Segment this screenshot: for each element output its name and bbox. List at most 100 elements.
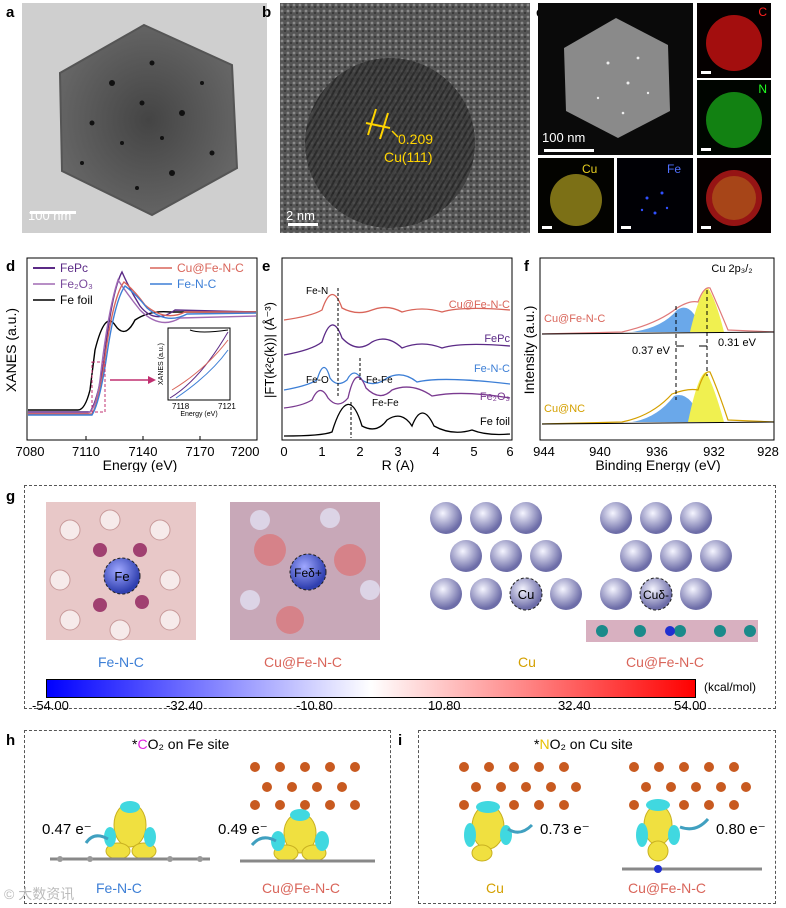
charge-i-left: 0.73 e⁻: [540, 821, 590, 838]
annot-e-fefe1: Fe-Fe: [366, 375, 393, 386]
legend-d-fe2o3: Fe₂O₃: [60, 277, 93, 291]
series-e-fefoil: Fe foil: [480, 416, 510, 428]
xlabel-d: Energy (eV): [103, 457, 178, 472]
xtick-f-0: 944: [533, 444, 555, 459]
eds-map-cu: Cu: [538, 158, 614, 233]
panel-h-title: *CO₂ on Fe site: [132, 736, 229, 752]
panel-g-structures: Fe Feδ+ Cu Cuδ-: [46, 502, 758, 642]
inset-ylabel-d: XANES (a.u.): [158, 343, 165, 385]
caption-g-cufenc2: Cu@Fe-N-C: [626, 654, 704, 670]
haadf-image: 100 nm: [538, 3, 693, 155]
panel-i-title-star: *: [534, 736, 540, 752]
d-spacing-label: 0.209: [398, 131, 434, 147]
scale-bar-b: 2 nm: [286, 208, 315, 223]
xtick-e-4: 4: [432, 444, 439, 459]
plane-label: Cu(111): [384, 149, 433, 165]
panel-label-i: i: [398, 732, 403, 749]
tem-image-a: 100 nm: [22, 3, 267, 233]
panel-g-frame: [24, 485, 776, 709]
xtick-d-0: 7080: [16, 444, 45, 459]
panel-i-structures: [459, 762, 762, 873]
panel-i-title: *NO₂ on Cu site: [534, 736, 633, 752]
chart-f: Intensity (a.u.) Cu 2p₃/₂ 944 940 936 93…: [522, 257, 779, 472]
panel-h-title-c: C: [137, 736, 148, 752]
map-label-c: C: [758, 5, 767, 19]
scale-bar-c: 100 nm: [542, 130, 586, 145]
ylabel-e: |FT(k²c(k))| (Å⁻³): [262, 302, 277, 398]
panel-h-title-rest: O₂ on Fe site: [147, 736, 230, 752]
atom-label-cud: Cuδ-: [643, 588, 669, 602]
caption-g-cufenc1: Cu@Fe-N-C: [264, 654, 342, 670]
xtick-e-2: 2: [356, 444, 363, 459]
panel-label-a: a: [6, 4, 15, 21]
caption-h-cufenc: Cu@Fe-N-C: [262, 880, 340, 896]
colorbar-tick-1: -32.40: [166, 698, 203, 713]
map-label-fe: Fe: [667, 162, 682, 176]
panel-h-structures: [50, 762, 375, 863]
panel-label-h: h: [6, 732, 16, 749]
hrtem-image-b: 0.209 Cu(111) 2 nm: [280, 3, 530, 233]
eds-map-c: C: [697, 3, 771, 78]
inset-xlabel-d: Energy (eV): [180, 411, 217, 418]
panel-label-f: f: [524, 258, 529, 275]
series-f-cunc: Cu@NC: [544, 403, 585, 415]
series-f-cufenc: Cu@Fe-N-C: [544, 313, 605, 325]
series-e-cufenc: Cu@Fe-N-C: [449, 299, 510, 311]
xtick-e-5: 5: [470, 444, 477, 459]
series-e-fenc: Fe-N-C: [474, 363, 510, 375]
ylabel-d: XANES (a.u.): [3, 308, 19, 392]
colorbar-tick-2: -10.80: [296, 698, 333, 713]
panel-i-title-rest: O₂ on Cu site: [549, 736, 633, 752]
atom-label-cu: Cu: [518, 587, 535, 602]
legend-d-cufenc: Cu@Fe-N-C: [177, 261, 244, 275]
panel-i-title-n: N: [539, 736, 550, 752]
xtick-e-0: 0: [280, 444, 287, 459]
map-label-n: N: [758, 82, 767, 96]
atom-label-fe: Fe: [114, 569, 129, 584]
ylabel-f: Intensity (a.u.): [522, 306, 537, 395]
annot-e-fen: Fe-N: [306, 286, 328, 297]
watermark: © 大数资讯: [4, 886, 75, 902]
chart-e: |FT(k²c(k))| (Å⁻³) 0 1 2 3 4 5 6 R (A) F…: [262, 257, 514, 472]
charge-i-right: 0.80 e⁻: [716, 821, 766, 838]
xtick-e-3: 3: [394, 444, 401, 459]
panel-label-g: g: [6, 488, 16, 505]
series-e-fepc: FePc: [484, 333, 510, 345]
title-f: Cu 2p₃/₂: [711, 263, 752, 275]
xtick-f-4: 928: [757, 444, 779, 459]
panel-label-b: b: [262, 4, 272, 21]
colorbar-tick-4: 32.40: [558, 698, 591, 713]
legend-d-fepc: FePc: [60, 261, 88, 275]
xtick-e-6: 6: [506, 444, 513, 459]
xtick-d-3: 7170: [186, 444, 215, 459]
charge-h-right: 0.49 e⁻: [218, 821, 268, 838]
xtick-e-1: 1: [318, 444, 325, 459]
eds-map-fe: Fe: [617, 158, 693, 233]
caption-h-fenc: Fe-N-C: [96, 880, 142, 896]
colorbar-tick-0: -54.00: [32, 698, 69, 713]
inset-xtick-1: 7121: [218, 402, 236, 411]
series-e-fe2o3: Fe₂O₃: [480, 391, 510, 403]
eds-map-overlay: [697, 158, 771, 233]
xlabel-f: Binding Energy (eV): [595, 457, 720, 472]
xtick-d-2: 7140: [129, 444, 158, 459]
colorbar-tick-3: 10.80: [428, 698, 461, 713]
eds-map-n: N: [697, 80, 771, 155]
caption-g-cu: Cu: [518, 654, 536, 670]
atom-label-fed: Feδ+: [294, 566, 322, 580]
xtick-f-3: 932: [703, 444, 725, 459]
legend-d-fenc: Fe-N-C: [177, 277, 217, 291]
panel-h-title-star: *: [132, 736, 138, 752]
panel-h-frame: [24, 730, 391, 904]
caption-i-cu: Cu: [486, 880, 504, 896]
annot-f-031: 0.31 eV: [718, 337, 757, 349]
xlabel-e: R (A): [382, 457, 415, 472]
annot-f-037: 0.37 eV: [632, 345, 671, 357]
scale-bar-a: 100 nm: [28, 208, 72, 223]
legend-d-fefoil: Fe foil: [60, 293, 93, 307]
chart-d: XANES (a.u.) 7080 7110 7140 7170 7200 En…: [3, 257, 260, 472]
xtick-f-1: 940: [589, 444, 611, 459]
caption-g-fenc: Fe-N-C: [98, 654, 144, 670]
xtick-d-4: 7200: [231, 444, 260, 459]
xtick-f-2: 936: [646, 444, 668, 459]
